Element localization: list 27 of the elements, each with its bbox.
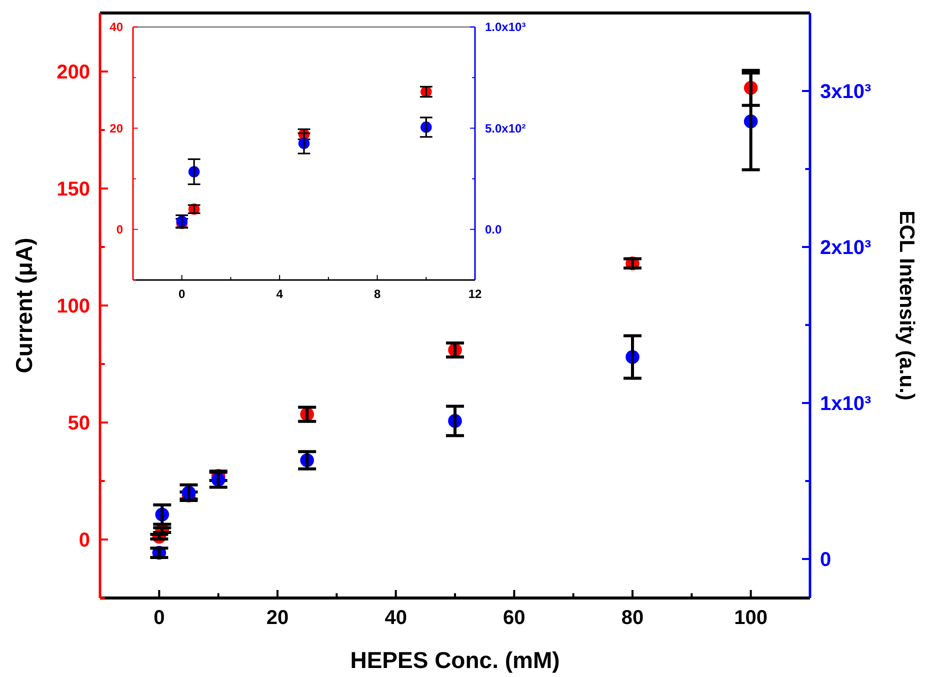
y2-axis-title: ECL Intensity (a.u.) <box>895 210 918 400</box>
x-axis-title: HEPES Conc. (mM) <box>350 647 560 673</box>
y2-tick-label: 2x10³ <box>820 237 872 259</box>
y-tick-label: 150 <box>56 178 90 200</box>
x-tick-label: 80 <box>621 607 644 629</box>
y-tick-label: 50 <box>68 412 90 434</box>
y2-tick-label: 0 <box>820 549 832 571</box>
y2-tick-label: 5.0x10² <box>485 121 526 136</box>
y2-tick-label: 1.0x10³ <box>485 20 526 34</box>
x-tick-label: 12 <box>468 287 482 301</box>
x-tick-label: 0 <box>154 607 165 629</box>
y-tick-label: 0 <box>116 222 124 237</box>
y-tick-label: 40 <box>110 20 124 34</box>
y2-tick-label: 1x10³ <box>820 393 872 415</box>
y-tick-label: 20 <box>110 121 124 136</box>
x-tick-label: 20 <box>266 607 289 629</box>
x-tick-label: 60 <box>503 607 526 629</box>
y-tick-label: 200 <box>56 62 90 84</box>
x-tick-label: 0 <box>178 287 186 301</box>
x-tick-label: 100 <box>734 607 768 629</box>
y2-tick-label: 0.0 <box>485 222 502 237</box>
y-tick-label: 0 <box>78 530 90 552</box>
x-tick-label: 4 <box>276 287 284 301</box>
y-axis-title: Current (μA) <box>11 238 37 374</box>
x-tick-label: 40 <box>384 607 407 629</box>
x-tick-label: 8 <box>374 287 381 301</box>
y2-tick-label: 3x10³ <box>820 81 872 103</box>
